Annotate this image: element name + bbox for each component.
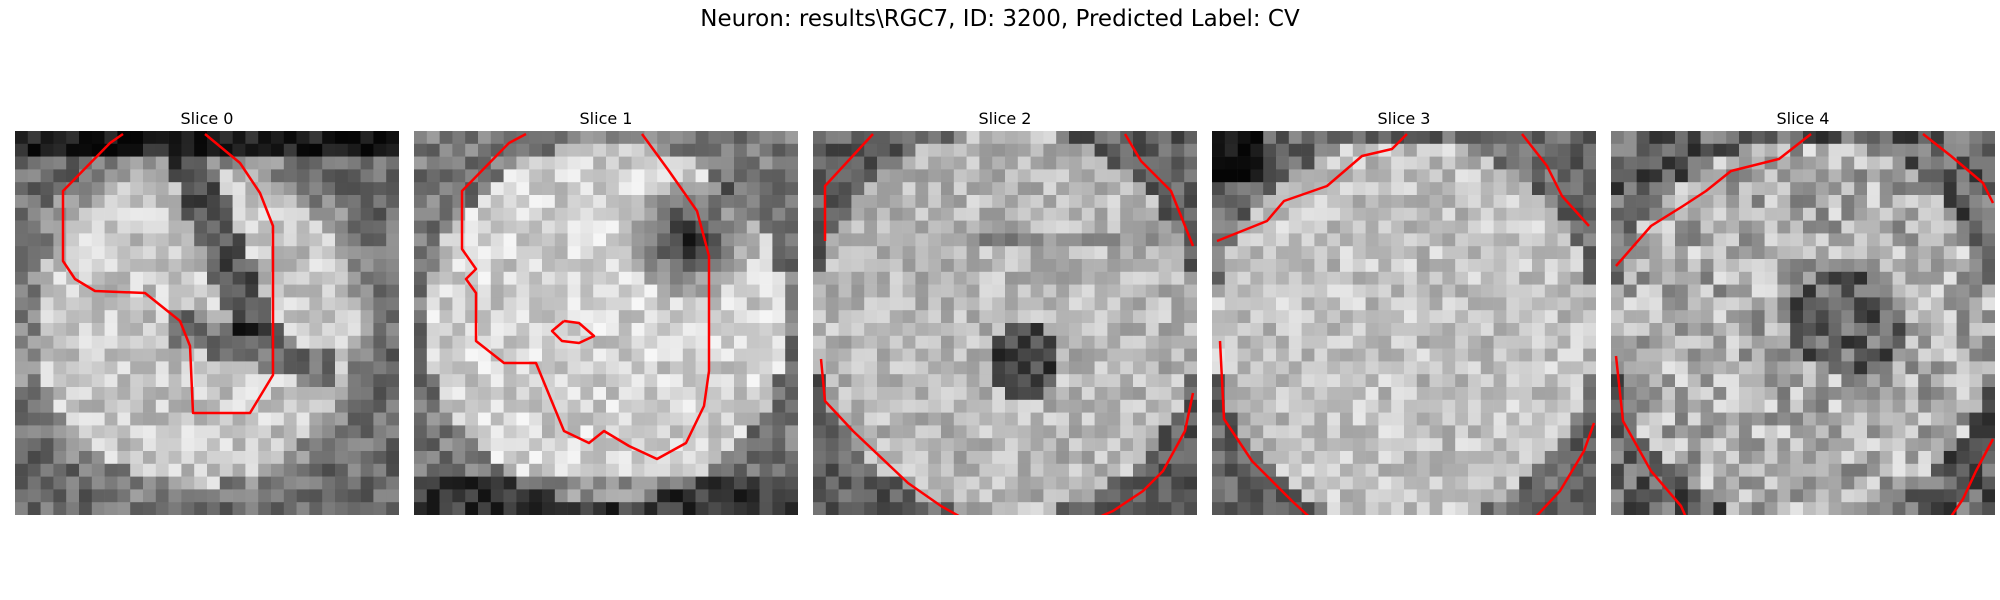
segmentation-contour xyxy=(819,358,960,515)
slice-title: Slice 0 xyxy=(180,109,234,128)
pixel-grid xyxy=(15,131,399,515)
slice-image xyxy=(15,131,399,515)
slice-title: Slice 3 xyxy=(1377,109,1431,128)
slice-image xyxy=(1212,131,1596,515)
segmentation-contour xyxy=(1950,438,1995,515)
slice-title: Slice 4 xyxy=(1776,109,1830,128)
segmentation-contour xyxy=(1615,133,1812,267)
slice-title: Slice 2 xyxy=(978,109,1032,128)
segmentation-contour xyxy=(460,132,711,461)
slice-panel-0: Slice 0 xyxy=(15,107,399,515)
segmentation-contour xyxy=(1535,422,1596,515)
segmentation-contour xyxy=(550,319,596,345)
figure-title: Neuron: results\RGC7, ID: 3200, Predicte… xyxy=(700,6,1300,32)
segmentation-contour xyxy=(823,133,874,241)
segmentation-contour xyxy=(1123,133,1195,247)
pixel-grid xyxy=(813,131,1197,515)
slice-title: Slice 1 xyxy=(579,109,633,128)
segmentation-contour xyxy=(1614,355,1687,515)
slice-image xyxy=(1611,131,1995,515)
segmentation-contour xyxy=(61,132,275,415)
pixel-grid xyxy=(414,131,798,515)
pixel-grid xyxy=(1611,131,1995,515)
segmentation-contour xyxy=(1218,340,1310,515)
slice-panel-4: Slice 4 xyxy=(1611,107,1995,515)
slice-image xyxy=(813,131,1197,515)
segmentation-contour xyxy=(1216,133,1408,243)
segmentation-contour xyxy=(1922,133,1995,204)
slice-panel-2: Slice 2 xyxy=(813,107,1197,515)
pixel-grid xyxy=(1212,131,1596,515)
slice-image xyxy=(414,131,798,515)
segmentation-contour xyxy=(1521,133,1590,227)
slice-panel-3: Slice 3 xyxy=(1212,107,1596,515)
slice-panel-1: Slice 1 xyxy=(414,107,798,515)
segmentation-contour xyxy=(1100,392,1195,515)
